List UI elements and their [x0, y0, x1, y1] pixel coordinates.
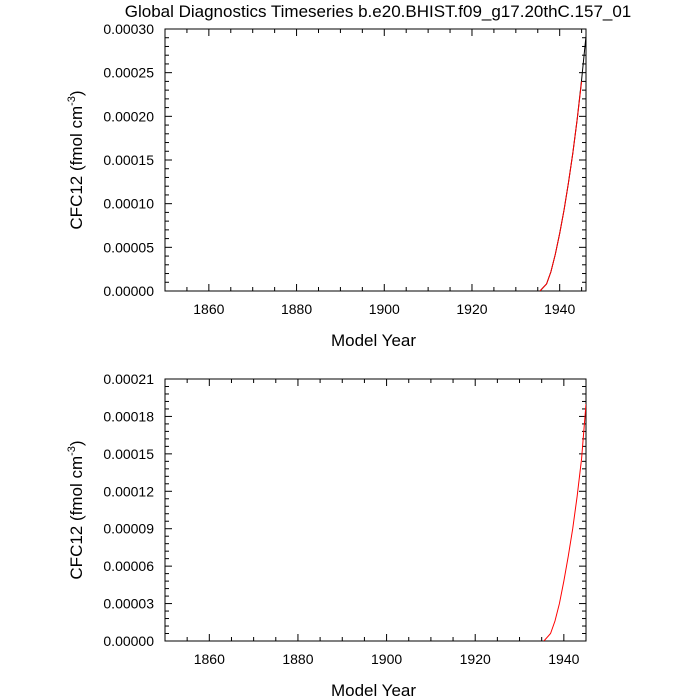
y-tick-label: 0.00000 [103, 633, 154, 649]
x-tick-label: 1860 [193, 301, 224, 317]
y-tick-label: 0.00015 [103, 446, 154, 462]
y-axis-title-main: CFC12 (fmol cm [67, 106, 86, 230]
y-tick-label: 0.00003 [103, 596, 154, 612]
y-tick-label: 0.00012 [103, 483, 154, 499]
x-tick-label: 1860 [194, 651, 225, 667]
y-axis-title-close: ) [67, 440, 86, 446]
panel-bottom: 1860 1880 1900 1920 1940 0.00000 0.00003 0.0000… [66, 371, 587, 700]
x-tick-label: 1940 [544, 301, 575, 317]
y-tick-label: 0.00000 [103, 283, 154, 299]
x-tick-label: 1920 [456, 301, 487, 317]
y-axis-title: CFC12 (fmol cm-3) [66, 90, 86, 229]
plot-frame [164, 28, 587, 292]
y-tick-label: 0.00018 [103, 408, 154, 424]
series-line-0 [539, 35, 586, 291]
y-axis-title: CFC12 (fmol cm-3) [66, 440, 86, 579]
y-tick-label: 0.00015 [103, 152, 154, 168]
series-line-0 [543, 403, 586, 641]
y-tick-label: 0.00020 [103, 108, 154, 124]
x-tick-label: 1880 [281, 301, 312, 317]
x-tick-label: 1900 [371, 651, 402, 667]
figure-title: Global Diagnostics Timeseries b.e20.BHIS… [125, 2, 632, 21]
y-axis-title-superscript: -3 [66, 96, 78, 106]
plot-frame [164, 378, 587, 642]
x-tick-label: 1940 [548, 651, 579, 667]
x-axis-title: Model Year [331, 331, 416, 350]
y-axis-title-main: CFC12 (fmol cm [67, 456, 86, 580]
y-tick-label: 0.00021 [103, 371, 154, 387]
y-tick-label: 0.00025 [103, 65, 154, 81]
series-line-1 [539, 81, 583, 291]
y-axis-title-close: ) [67, 90, 86, 96]
y-tick-label: 0.00009 [103, 521, 154, 537]
y-tick-label: 0.00010 [103, 196, 154, 212]
y-tick-label: 0.00006 [103, 558, 154, 574]
panel-top: 1860 1880 1900 1920 1940 0.00000 0.00005 0.0001… [66, 21, 587, 350]
y-tick-label: 0.00030 [103, 21, 154, 37]
x-axis-title: Model Year [331, 681, 416, 700]
y-tick-label: 0.00005 [103, 239, 154, 255]
x-tick-label: 1900 [369, 301, 400, 317]
x-tick-label: 1880 [282, 651, 313, 667]
y-axis-title-superscript: -3 [66, 446, 78, 456]
x-tick-label: 1920 [460, 651, 491, 667]
